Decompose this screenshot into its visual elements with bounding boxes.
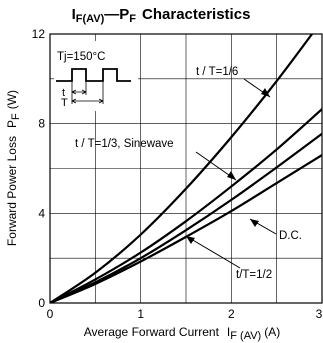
arrowhead-1-6 [261,88,270,97]
leader-1-2 [185,235,241,269]
annotation-dc: D.C. [249,218,302,242]
annotation-1-3: t / T=1/3, Sinewave [75,138,237,181]
x-tick-label: 0 [47,307,54,321]
y-tick-label: 8 [38,117,45,131]
t-label: t [62,87,65,99]
T-label: T [61,97,68,109]
arrowhead-dc [250,219,259,227]
x-tick-label: 2 [228,307,235,321]
series-label-1-6: t / T=1/6 [196,66,238,78]
y-tick-label: 12 [32,27,46,41]
inset-waveform: Tj=150°C t T [54,41,138,111]
curves [50,34,322,303]
grid [50,34,322,303]
series-label-1-2: t/T=1/2 [236,269,272,281]
x-axis-label: Average Forward Current IF (AV) (A) [84,325,280,342]
series-line-s16 [50,34,314,303]
annotation-1-2: t/T=1/2 [185,235,272,281]
x-tick-label: 3 [316,307,323,321]
series-line-sdc [50,153,322,303]
curve-group [50,34,322,303]
t-dimension-arrow [71,89,87,95]
T-dimension-arrow [71,98,104,104]
y-tick-label: 0 [38,296,45,310]
y-axis-label: Forward Power LossPF(W) [5,90,22,246]
pulse-waveform [56,68,131,82]
series-label-1-3: t / T=1/3, Sinewave [75,138,174,150]
y-tick-label: 4 [38,206,45,220]
chart-title: IF(AV)—PF Characteristics [72,6,251,25]
series-line-s13 [50,108,322,303]
arrowhead-1-3 [227,171,236,180]
tj-label: Tj=150°C [57,51,105,63]
series-label-dc: D.C. [279,230,302,242]
arrowhead-1-2 [186,236,195,244]
x-tick-label: 1 [137,307,144,321]
annotation-1-6: t / T=1/6 [196,66,271,98]
inset-background [54,41,138,111]
series-line-s12 [50,132,322,303]
